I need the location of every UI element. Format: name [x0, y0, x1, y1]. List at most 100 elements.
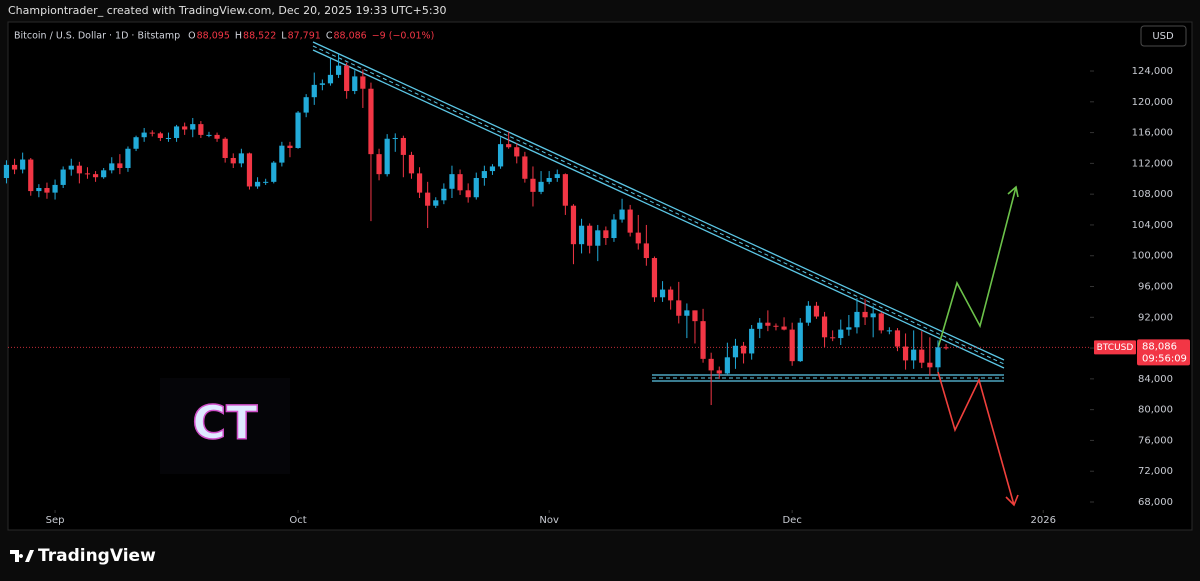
candle — [368, 82, 374, 222]
ohlc-key: C — [326, 31, 333, 42]
candle — [497, 137, 504, 169]
candle — [117, 154, 123, 175]
candle-body — [149, 132, 155, 134]
usd-button[interactable]: USD — [1140, 25, 1187, 47]
y-tick-label: 116,000 — [1132, 128, 1173, 139]
candle-body — [101, 170, 107, 178]
candle-body — [279, 145, 285, 163]
candle-body — [724, 357, 730, 374]
candle — [716, 366, 722, 379]
candle — [384, 134, 390, 177]
brand-name: TradingView — [38, 546, 156, 566]
candle — [481, 165, 487, 186]
candle — [732, 338, 739, 369]
candle — [344, 62, 350, 99]
candle-body — [384, 138, 390, 175]
candle-body — [538, 181, 544, 192]
candle — [133, 135, 139, 152]
candle-body — [846, 327, 852, 330]
candle-body — [457, 174, 463, 191]
candle-body — [927, 362, 933, 368]
candle-body — [473, 177, 479, 198]
candle-body — [254, 181, 261, 187]
candle-body — [635, 232, 641, 244]
logo: CT — [160, 378, 290, 474]
candle — [587, 223, 593, 254]
candle-body — [489, 166, 496, 172]
candle-body — [360, 76, 366, 89]
candle-body — [433, 200, 439, 206]
candle-body — [52, 184, 58, 193]
candle — [68, 158, 74, 176]
candle — [44, 182, 50, 199]
candle-body — [165, 137, 172, 139]
candle — [230, 153, 236, 168]
candle-body — [902, 346, 909, 361]
candle-body — [595, 230, 601, 246]
candle-body — [911, 349, 917, 361]
candle-body — [368, 88, 374, 155]
candle-body — [60, 169, 66, 185]
candle-body — [643, 243, 649, 259]
candle-body — [765, 322, 771, 326]
candle-body — [878, 313, 884, 331]
y-tick-label: 96,000 — [1138, 282, 1173, 293]
ohlc-key: H — [235, 31, 242, 42]
candle — [92, 171, 99, 182]
y-tick-label: 120,000 — [1132, 97, 1173, 108]
candle-body — [352, 76, 358, 92]
candle — [101, 167, 107, 179]
candle-body — [481, 171, 487, 178]
bullish-projection — [937, 185, 1019, 349]
candle — [20, 152, 26, 174]
candle — [514, 143, 520, 164]
candle-body — [214, 134, 220, 139]
candle-body — [230, 157, 236, 164]
ohlc-value: 88,086 — [333, 31, 366, 42]
candle — [538, 171, 544, 195]
candle-body — [781, 326, 787, 330]
candle — [878, 311, 884, 334]
candle-body — [182, 126, 188, 130]
candle-body — [295, 112, 301, 148]
last-price-box — [1137, 339, 1190, 366]
candle-body — [425, 192, 431, 206]
candle — [254, 177, 261, 189]
candle-body — [68, 165, 74, 170]
candle — [149, 130, 155, 137]
candle — [570, 204, 577, 265]
y-tick-label: 108,000 — [1132, 189, 1173, 200]
candle — [740, 341, 747, 364]
candle — [943, 344, 949, 350]
x-tick-label: Dec — [782, 515, 801, 526]
candle — [425, 181, 431, 229]
candle-body — [117, 163, 123, 168]
candle — [506, 131, 512, 149]
candle — [546, 171, 552, 185]
candle — [489, 164, 496, 175]
y-tick-label: 100,000 — [1132, 251, 1173, 262]
candle — [303, 94, 309, 118]
y-tick-label: 72,000 — [1138, 466, 1173, 477]
candle — [198, 121, 204, 138]
candle — [319, 79, 325, 91]
footer-brand: TradingView — [10, 546, 156, 566]
candle-body — [830, 337, 836, 339]
last-price-label: 88,086 — [1142, 341, 1177, 352]
logo-text: CT — [192, 396, 258, 450]
candle-body — [870, 313, 876, 318]
candle — [141, 127, 147, 142]
candle-body — [36, 188, 42, 192]
candle-body — [708, 358, 714, 371]
candle-body — [813, 305, 820, 317]
currency[interactable]: USD — [1152, 31, 1174, 42]
ohlc-value: 88,095 — [197, 31, 230, 42]
candle — [700, 308, 706, 363]
candle-body — [894, 330, 901, 347]
candle — [651, 256, 658, 302]
candle-body — [821, 316, 828, 338]
candle-body — [311, 84, 317, 98]
candle-body — [206, 134, 212, 136]
